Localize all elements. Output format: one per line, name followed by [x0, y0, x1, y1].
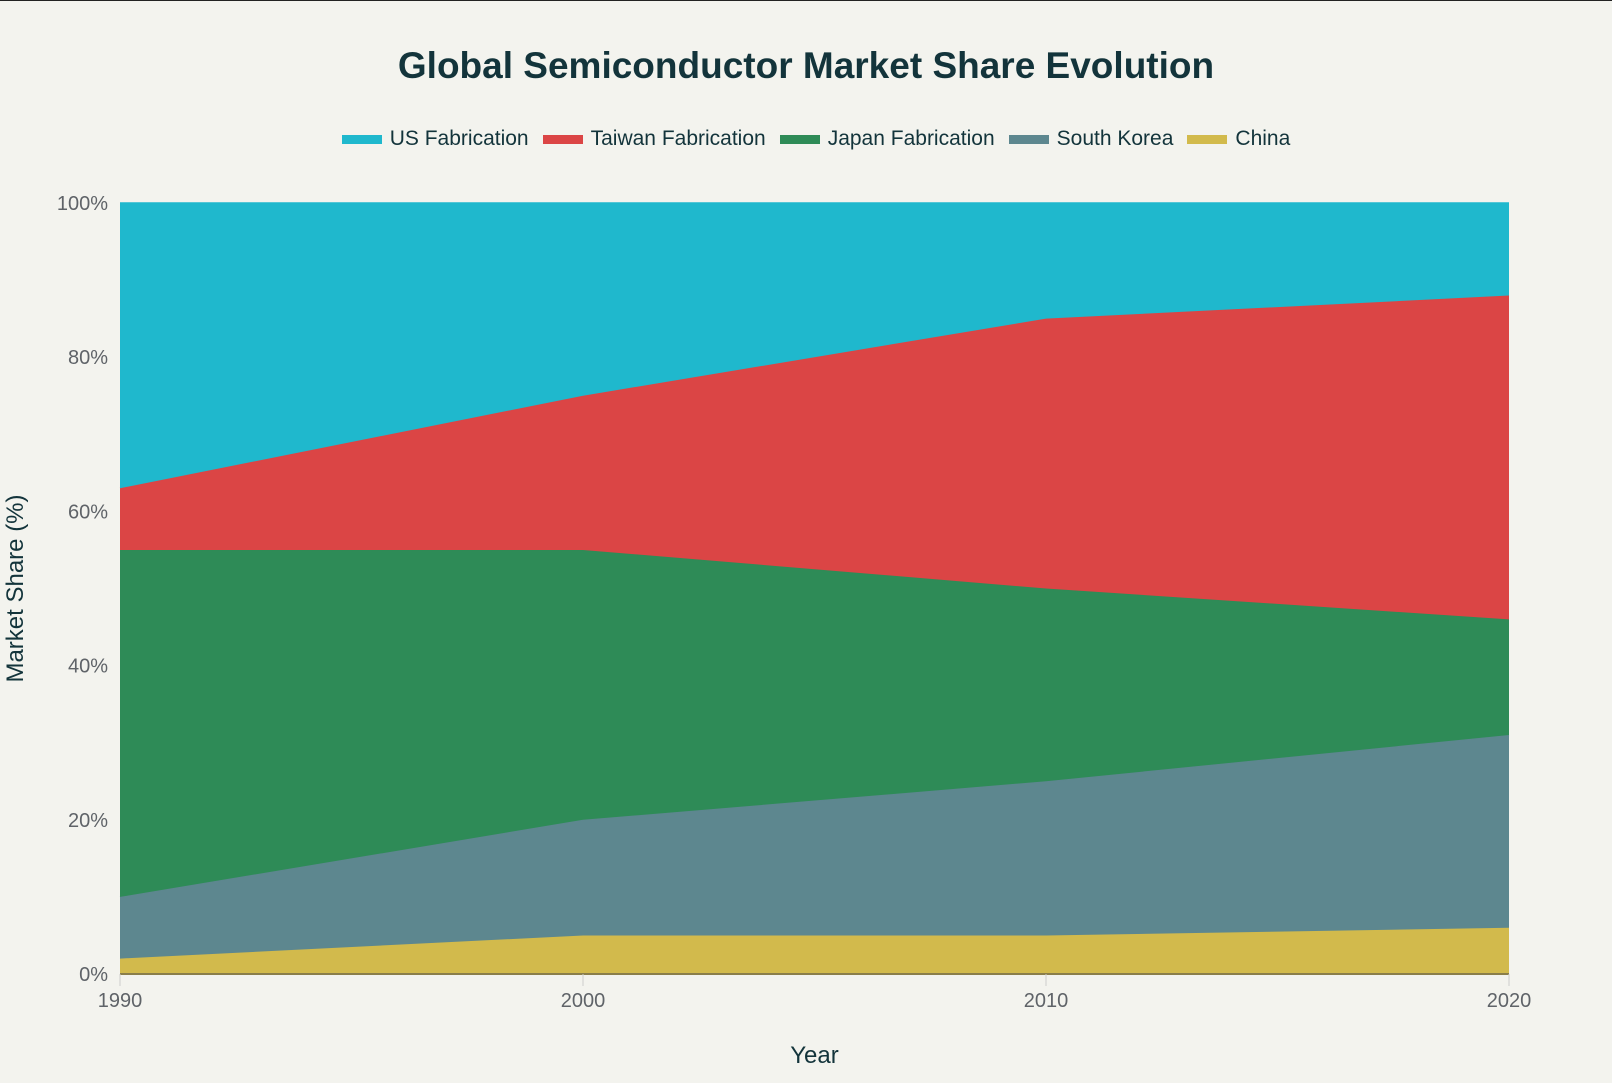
- legend-item[interactable]: US Fabrication: [341, 127, 529, 151]
- chart-title: Global Semiconductor Market Share Evolut…: [397, 45, 1215, 86]
- x-axis-title: Year: [790, 1042, 839, 1069]
- legend-swatch: [341, 134, 382, 144]
- legend-label: US Fabrication: [389, 127, 529, 150]
- legend-swatch: [779, 134, 820, 144]
- y-tick-label: 60%: [68, 501, 108, 523]
- y-tick-label: 40%: [68, 656, 108, 678]
- y-axis-title: Market Share (%): [2, 494, 29, 682]
- y-tick-label: 20%: [68, 810, 108, 832]
- legend-item[interactable]: Taiwan Fabrication: [542, 127, 766, 151]
- area-taiwan-fabrication: [120, 295, 1509, 620]
- x-tick-label: 2000: [561, 990, 606, 1012]
- area-japan-fabrication: [120, 549, 1509, 897]
- legend-label: China: [1235, 127, 1291, 150]
- legend: US Fabrication Taiwan Fabrication Japan Fa…: [0, 127, 1612, 151]
- legend-label: Taiwan Fabrication: [590, 127, 766, 150]
- legend-label: South Korea: [1056, 127, 1174, 150]
- x-tick-label: 2010: [1024, 990, 1069, 1012]
- y-tick-label: 100%: [57, 193, 108, 215]
- y-tick-label: 80%: [68, 347, 108, 369]
- legend-item[interactable]: China: [1187, 127, 1290, 151]
- area-us-fabrication: [120, 203, 1509, 489]
- area-south-korea: [120, 734, 1509, 959]
- legend-swatch: [1008, 134, 1049, 144]
- area-china: [120, 927, 1509, 974]
- y-tick-label: 0%: [79, 964, 108, 986]
- x-tick-label: 2020: [1487, 990, 1532, 1012]
- legend-label: Japan Fabrication: [827, 127, 995, 150]
- legend-item[interactable]: South Korea: [1008, 127, 1174, 151]
- legend-swatch: [542, 134, 583, 144]
- legend-swatch: [1187, 134, 1228, 144]
- legend-item[interactable]: Japan Fabrication: [779, 127, 995, 151]
- x-tick-label: 1990: [98, 990, 143, 1012]
